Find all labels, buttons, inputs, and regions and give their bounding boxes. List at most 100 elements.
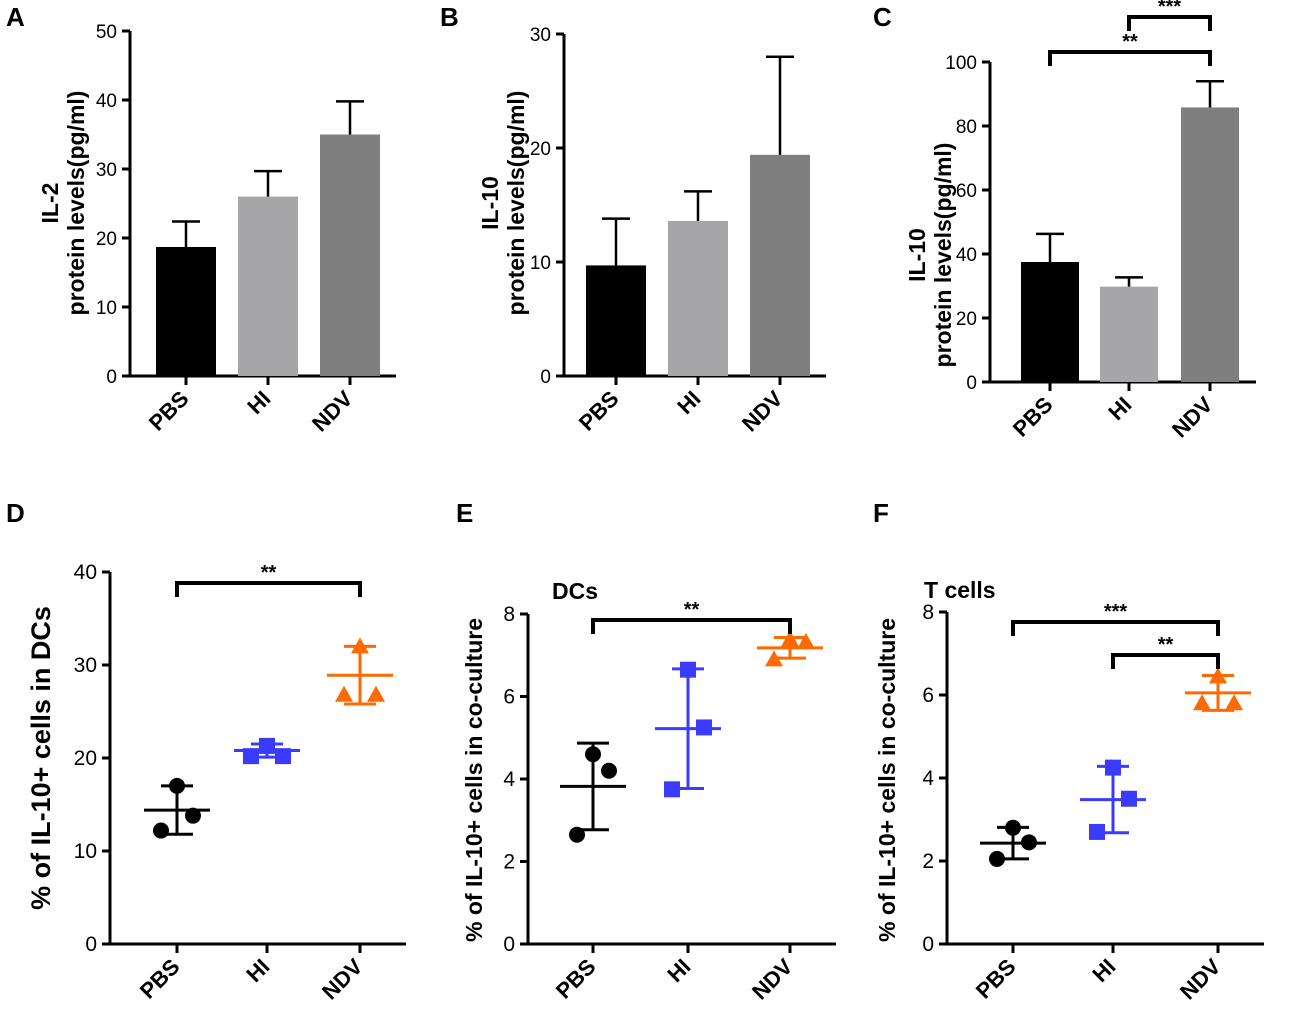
y-tick-label: 100: [945, 53, 977, 74]
significance-label: **: [261, 562, 277, 584]
significance-bracket: [1011, 620, 1220, 636]
y-axis-label-line2: protein levels(pg/ml): [930, 143, 956, 368]
significance-label: **: [1122, 31, 1138, 53]
y-tick-label: 8: [922, 601, 934, 624]
y-axis-label-line1: IL-2: [37, 183, 63, 224]
x-tick-label-hi: HI: [242, 386, 275, 419]
panel-F: 0 2 4 6 8 PBS HI NDV F % of IL-10+ cells in co-cu…: [873, 498, 1264, 1004]
x-tick-label-hi: HI: [1087, 954, 1120, 987]
y-tick-label: 0: [503, 933, 515, 956]
x-tick-label-ndv: NDV: [1175, 954, 1226, 1005]
panel-label: F: [873, 498, 889, 528]
y-tick-label: 30: [74, 654, 97, 677]
y-axis-label-line2: protein levels(pg/ml): [63, 91, 89, 316]
y-axis-label: % of IL-10+ cells in co-culture: [461, 618, 487, 942]
y-tick-label: 60: [956, 181, 977, 202]
significance-bracket: [1048, 50, 1212, 66]
x-tick-label-pbs: PBS: [574, 386, 624, 436]
y-tick-label: 0: [966, 373, 977, 394]
x-tick-label-hi: HI: [1103, 392, 1136, 425]
y-tick-label: 6: [503, 686, 515, 709]
y-tick-label: 0: [922, 933, 934, 956]
significance-label: **: [684, 599, 700, 621]
y-tick-label: 2: [922, 850, 934, 873]
x-tick-label-ndv: NDV: [317, 954, 368, 1005]
y-tick-label: 20: [96, 229, 117, 250]
bar-ndv: [750, 154, 810, 376]
significance-bracket: [1111, 653, 1220, 669]
bar-ndv: [1181, 107, 1239, 382]
bar-pbs: [1021, 262, 1079, 382]
inset-label: DCs: [552, 578, 598, 604]
y-axis-label: IL-10protein levels(pg/ml): [904, 143, 956, 368]
panel-E: 0 2 4 6 8 PBS HI NDV E % of IL-10+ cells in co-cu…: [456, 498, 836, 1004]
data-point-triangle: [367, 685, 385, 702]
bar-hi: [238, 196, 298, 376]
panel-A: 0 10 20 30 40 50 PBS HI NDV A IL-2protein levels(p…: [6, 2, 396, 436]
x-tick-label-pbs: PBS: [144, 386, 194, 436]
y-tick-label: 40: [74, 561, 97, 584]
y-tick-label: 0: [106, 367, 117, 388]
significance-bracket: [591, 618, 792, 634]
data-point-triangle: [335, 685, 353, 702]
data-point-triangle: [1225, 694, 1243, 711]
y-axis-label: % of IL-10+ cells in co-culture: [874, 618, 900, 942]
y-tick-label: 4: [922, 767, 934, 790]
x-tick-label-ndv: NDV: [1167, 392, 1218, 443]
x-tick-label-pbs: PBS: [1008, 392, 1058, 442]
data-point-triangle: [797, 633, 815, 650]
y-tick-label: 40: [956, 245, 977, 266]
y-tick-label: 40: [96, 91, 117, 112]
y-tick-label: 80: [956, 117, 977, 138]
bar-ndv: [320, 134, 380, 376]
y-tick-label: 10: [530, 253, 551, 274]
y-axis-label-line1: IL-10: [904, 228, 930, 282]
significance-label: ***: [1158, 0, 1182, 18]
y-axis-label-line2: protein levels(pg/ml): [503, 91, 529, 316]
bar-pbs: [586, 265, 646, 376]
significance-bracket: [175, 581, 362, 597]
y-tick-label: 30: [96, 160, 117, 181]
significance-label: **: [1158, 634, 1174, 656]
y-tick-label: 20: [530, 139, 551, 160]
panel-label: C: [873, 2, 892, 32]
bar-hi: [668, 220, 728, 376]
x-tick-label-hi: HI: [241, 954, 274, 987]
y-tick-label: 0: [85, 933, 97, 956]
y-axis-label: % of IL-10+ cells in DCs: [26, 606, 56, 910]
panel-label: A: [6, 2, 25, 32]
panel-label: E: [456, 498, 473, 528]
y-tick-label: 10: [96, 298, 117, 319]
panel-C: 0 20 40 60 80 100 PBS HI NDV C IL-10protein levels…: [873, 0, 1256, 442]
x-tick-label-ndv: NDV: [737, 386, 788, 437]
x-tick-label-ndv: NDV: [307, 386, 358, 437]
x-tick-label-ndv: NDV: [747, 954, 798, 1005]
data-point-circle: [601, 762, 617, 779]
significance-bracket: [1127, 15, 1212, 31]
panel-D: 0 10 20 30 40 PBS HI NDV D % of IL-10+ cells in D…: [6, 498, 406, 1004]
y-tick-label: 2: [503, 851, 515, 874]
y-tick-label: 10: [74, 840, 97, 863]
x-tick-label-hi: HI: [672, 386, 705, 419]
y-tick-label: 8: [503, 603, 515, 626]
y-axis-label: IL-10protein levels(pg/ml): [477, 91, 529, 316]
inset-label: T cells: [924, 577, 996, 603]
y-tick-label: 20: [956, 309, 977, 330]
data-point-circle: [185, 807, 201, 824]
x-tick-label-pbs: PBS: [551, 954, 601, 1004]
data-point-circle: [153, 822, 169, 839]
y-tick-label: 6: [922, 684, 934, 707]
x-tick-label-hi: HI: [662, 954, 695, 987]
panel-label: D: [6, 498, 25, 528]
y-axis-label-line1: IL-10: [477, 176, 503, 230]
panel-B: 0 10 20 30 PBS HI NDV B IL-10protein levels(pg/m…: [440, 2, 826, 436]
y-tick-label: 50: [96, 22, 117, 43]
y-tick-label: 4: [503, 768, 515, 791]
data-point-triangle: [1193, 694, 1211, 711]
y-axis-label: IL-2protein levels(pg/ml): [37, 91, 89, 316]
x-tick-label-pbs: PBS: [971, 954, 1021, 1004]
panel-label: B: [440, 2, 459, 32]
y-tick-label: 0: [540, 367, 551, 388]
bar-hi: [1100, 286, 1158, 382]
